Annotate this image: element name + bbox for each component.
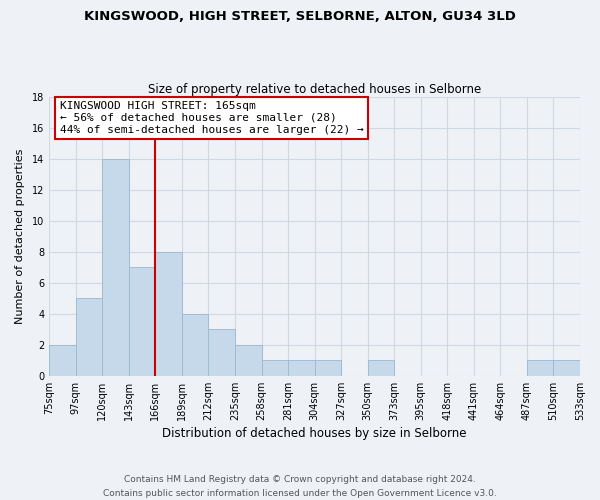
Bar [182, 314, 208, 376]
Bar [129, 268, 155, 376]
Bar [288, 360, 314, 376]
X-axis label: Distribution of detached houses by size in Selborne: Distribution of detached houses by size … [163, 427, 467, 440]
Bar [262, 360, 288, 376]
Bar [102, 159, 129, 376]
Bar [76, 298, 102, 376]
Bar [368, 360, 394, 376]
Y-axis label: Number of detached properties: Number of detached properties [15, 149, 25, 324]
Bar [49, 345, 76, 376]
Text: Contains HM Land Registry data © Crown copyright and database right 2024.
Contai: Contains HM Land Registry data © Crown c… [103, 476, 497, 498]
Text: KINGSWOOD HIGH STREET: 165sqm
← 56% of detached houses are smaller (28)
44% of s: KINGSWOOD HIGH STREET: 165sqm ← 56% of d… [60, 102, 364, 134]
Bar [314, 360, 341, 376]
Bar [527, 360, 553, 376]
Title: Size of property relative to detached houses in Selborne: Size of property relative to detached ho… [148, 83, 481, 96]
Bar [155, 252, 182, 376]
Bar [235, 345, 262, 376]
Bar [553, 360, 580, 376]
Text: KINGSWOOD, HIGH STREET, SELBORNE, ALTON, GU34 3LD: KINGSWOOD, HIGH STREET, SELBORNE, ALTON,… [84, 10, 516, 23]
Bar [208, 330, 235, 376]
